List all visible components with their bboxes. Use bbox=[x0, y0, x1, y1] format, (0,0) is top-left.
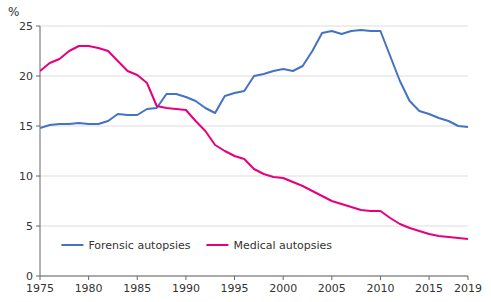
y-tick bbox=[36, 176, 40, 177]
x-tick bbox=[137, 276, 138, 280]
series-line bbox=[40, 30, 468, 128]
x-tick-label: 2019 bbox=[454, 282, 482, 295]
x-tick-label: 1975 bbox=[26, 282, 54, 295]
y-tick-label: 10 bbox=[19, 170, 33, 183]
legend-swatch bbox=[206, 244, 228, 246]
y-tick-label: 5 bbox=[26, 220, 33, 233]
legend-label: Medical autopsies bbox=[233, 239, 332, 252]
x-tick bbox=[185, 276, 186, 280]
x-tick bbox=[468, 276, 469, 280]
grid-line bbox=[40, 126, 468, 127]
y-tick-label: 15 bbox=[19, 120, 33, 133]
y-tick bbox=[36, 126, 40, 127]
legend: Forensic autopsies Medical autopsies bbox=[61, 239, 332, 252]
y-tick bbox=[36, 76, 40, 77]
grid-line bbox=[40, 276, 468, 277]
x-tick-label: 2005 bbox=[318, 282, 346, 295]
x-tick bbox=[40, 276, 41, 280]
y-tick-label: 20 bbox=[19, 70, 33, 83]
grid bbox=[40, 26, 468, 276]
chart: 0510152025197519801985199019952000200520… bbox=[0, 0, 491, 302]
x-tick bbox=[234, 276, 235, 280]
x-tick-label: 2015 bbox=[415, 282, 443, 295]
x-tick bbox=[88, 276, 89, 280]
x-tick-label: 2010 bbox=[366, 282, 394, 295]
x-tick-label: 1990 bbox=[172, 282, 200, 295]
legend-label: Forensic autopsies bbox=[88, 239, 190, 252]
x-tick bbox=[331, 276, 332, 280]
x-tick bbox=[380, 276, 381, 280]
grid-line bbox=[40, 176, 468, 177]
y-axis-line bbox=[40, 26, 41, 276]
y-tick bbox=[36, 26, 40, 27]
x-tick bbox=[283, 276, 284, 280]
y-axis-label: % bbox=[8, 5, 19, 19]
lines bbox=[40, 30, 468, 239]
y-tick bbox=[36, 276, 40, 277]
y-tick-label: 25 bbox=[19, 20, 33, 33]
x-axis-line bbox=[40, 276, 468, 277]
x-tick bbox=[429, 276, 430, 280]
grid-line bbox=[40, 26, 468, 27]
series-line bbox=[40, 46, 468, 239]
x-tick-label: 1985 bbox=[123, 282, 151, 295]
legend-swatch bbox=[61, 244, 83, 246]
x-tick-label: 1995 bbox=[221, 282, 249, 295]
x-tick-label: 2000 bbox=[269, 282, 297, 295]
x-tick-label: 1980 bbox=[75, 282, 103, 295]
y-tick bbox=[36, 226, 40, 227]
